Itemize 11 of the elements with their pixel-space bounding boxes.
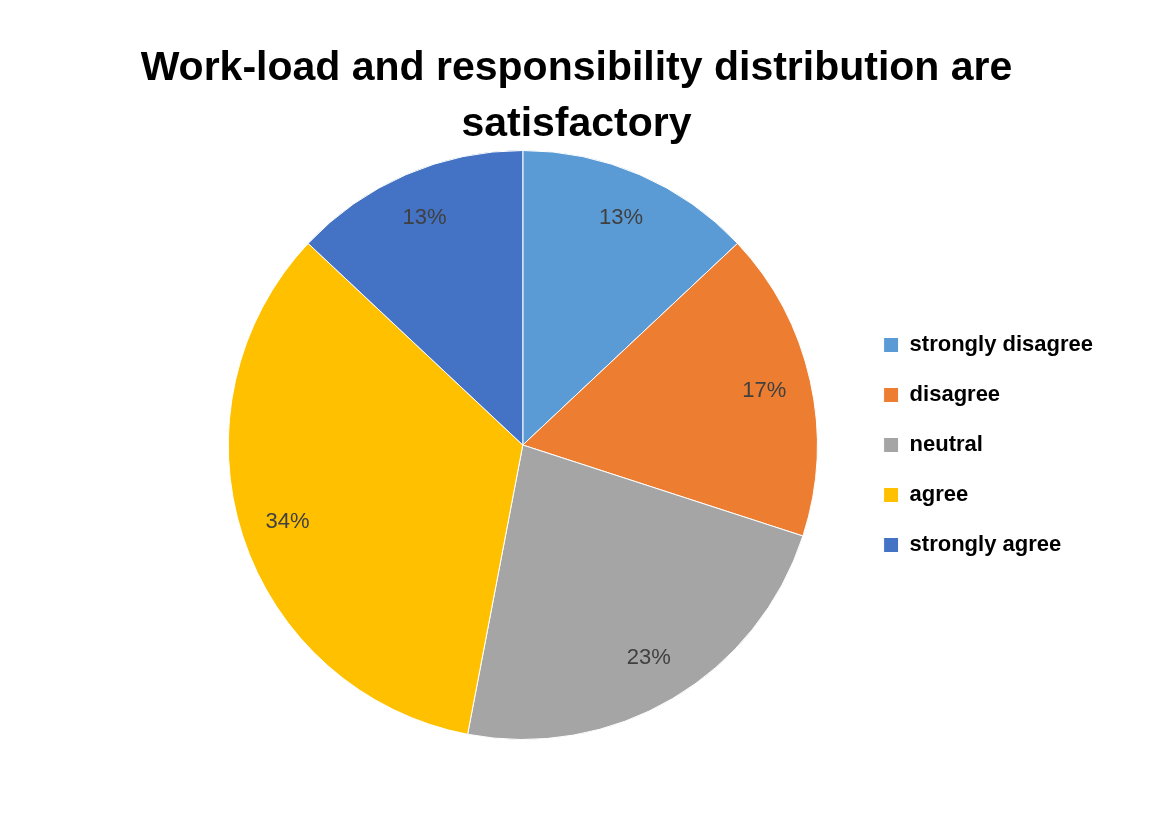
legend-label: strongly disagree [909,331,1093,357]
legend-label: disagree [909,381,1001,407]
chart-title: Work-load and responsibility distribution are satisfactory [139,42,1014,147]
data-label: 13% [402,204,447,230]
data-label: 17% [742,377,787,403]
data-label: 13% [599,204,644,230]
data-label: 34% [265,507,310,533]
legend-label: strongly agree [909,531,1062,557]
legend-label: neutral [909,431,983,457]
legend-label: agree [909,481,969,507]
data-label: 23% [626,643,671,669]
